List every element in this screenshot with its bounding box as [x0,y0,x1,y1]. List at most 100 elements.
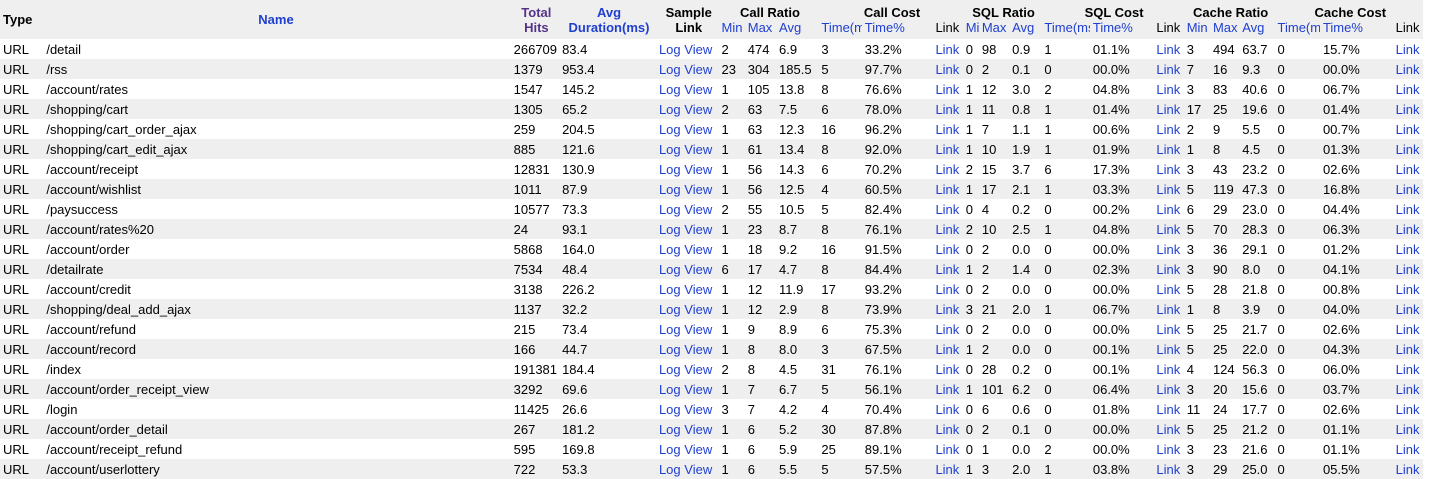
sql-detail-link[interactable]: Link [1156,81,1181,97]
cache-detail-link[interactable]: Link [1395,381,1420,397]
log-link[interactable]: Log [658,221,681,237]
col-total-hits-header[interactable]: Total Hits [510,0,560,39]
sql-detail-link[interactable]: Link [1156,141,1181,157]
cache-cost-time-header[interactable]: Time(ms) [1274,20,1320,39]
call-detail-link[interactable]: Link [935,261,960,277]
view-link[interactable]: View [684,221,713,237]
call-detail-link[interactable]: Link [935,441,960,457]
cache-detail-link[interactable]: Link [1395,221,1420,237]
sql-detail-link[interactable]: Link [1156,381,1181,397]
log-link[interactable]: Log [658,421,681,437]
log-link[interactable]: Log [658,381,681,397]
view-link[interactable]: View [684,141,713,157]
call-detail-link[interactable]: Link [935,401,960,417]
cache-ratio-max-header[interactable]: Max [1209,20,1240,39]
log-link[interactable]: Log [658,141,681,157]
view-link[interactable]: View [684,181,713,197]
cache-detail-link[interactable]: Link [1395,361,1420,377]
sql-detail-link[interactable]: Link [1156,61,1181,77]
call-ratio-max-header[interactable]: Max [744,20,777,39]
call-detail-link[interactable]: Link [935,321,960,337]
sql-detail-link[interactable]: Link [1156,361,1181,377]
view-link[interactable]: View [684,281,713,297]
col-name-header[interactable]: Name [38,0,511,39]
sql-detail-link[interactable]: Link [1156,441,1181,457]
cache-detail-link[interactable]: Link [1395,161,1420,177]
cache-detail-link[interactable]: Link [1395,41,1420,57]
cache-detail-link[interactable]: Link [1395,261,1420,277]
cache-cost-timepct-header[interactable]: Time% [1319,20,1393,39]
cache-detail-link[interactable]: Link [1395,461,1420,477]
sql-cost-time-header[interactable]: Time(ms) [1041,20,1090,39]
sql-detail-link[interactable]: Link [1156,281,1181,297]
log-link[interactable]: Log [658,101,681,117]
log-link[interactable]: Log [658,341,681,357]
call-cost-timepct-header[interactable]: Time% [861,20,933,39]
cache-detail-link[interactable]: Link [1395,101,1420,117]
view-link[interactable]: View [684,401,713,417]
call-detail-link[interactable]: Link [935,241,960,257]
sql-detail-link[interactable]: Link [1156,261,1181,277]
sql-detail-link[interactable]: Link [1156,181,1181,197]
log-link[interactable]: Log [658,41,681,57]
call-detail-link[interactable]: Link [935,461,960,477]
cache-detail-link[interactable]: Link [1395,421,1420,437]
call-detail-link[interactable]: Link [935,141,960,157]
log-link[interactable]: Log [658,81,681,97]
sql-detail-link[interactable]: Link [1156,121,1181,137]
call-detail-link[interactable]: Link [935,341,960,357]
log-link[interactable]: Log [658,181,681,197]
cache-detail-link[interactable]: Link [1395,241,1420,257]
sql-detail-link[interactable]: Link [1156,241,1181,257]
sql-detail-link[interactable]: Link [1156,461,1181,477]
sql-detail-link[interactable]: Link [1156,41,1181,57]
call-detail-link[interactable]: Link [935,201,960,217]
cache-ratio-min-header[interactable]: Min [1183,20,1210,39]
call-detail-link[interactable]: Link [935,61,960,77]
sql-ratio-max-header[interactable]: Max [978,20,1010,39]
view-link[interactable]: View [684,61,713,77]
log-link[interactable]: Log [658,61,681,77]
cache-ratio-avg-header[interactable]: Avg [1239,20,1275,39]
call-detail-link[interactable]: Link [935,221,960,237]
call-detail-link[interactable]: Link [935,381,960,397]
view-link[interactable]: View [684,121,713,137]
call-detail-link[interactable]: Link [935,81,960,97]
cache-detail-link[interactable]: Link [1395,341,1420,357]
view-link[interactable]: View [684,421,713,437]
call-detail-link[interactable]: Link [935,421,960,437]
view-link[interactable]: View [684,301,713,317]
call-detail-link[interactable]: Link [935,121,960,137]
sql-detail-link[interactable]: Link [1156,101,1181,117]
call-detail-link[interactable]: Link [935,281,960,297]
sql-ratio-min-header[interactable]: Min [962,20,979,39]
col-avg-duration-header[interactable]: Avg Duration(ms) [559,0,656,39]
view-link[interactable]: View [684,201,713,217]
cache-detail-link[interactable]: Link [1395,201,1420,217]
cache-detail-link[interactable]: Link [1395,321,1420,337]
log-link[interactable]: Log [658,281,681,297]
log-link[interactable]: Log [658,201,681,217]
view-link[interactable]: View [684,321,713,337]
log-link[interactable]: Log [658,301,681,317]
sql-detail-link[interactable]: Link [1156,321,1181,337]
sql-cost-timepct-header[interactable]: Time% [1089,20,1154,39]
log-link[interactable]: Log [658,441,681,457]
view-link[interactable]: View [684,41,713,57]
log-link[interactable]: Log [658,361,681,377]
cache-detail-link[interactable]: Link [1395,61,1420,77]
cache-detail-link[interactable]: Link [1395,141,1420,157]
cache-detail-link[interactable]: Link [1395,281,1420,297]
call-detail-link[interactable]: Link [935,361,960,377]
log-link[interactable]: Log [658,461,681,477]
view-link[interactable]: View [684,101,713,117]
call-cost-time-header[interactable]: Time(ms) [818,20,862,39]
log-link[interactable]: Log [658,241,681,257]
cache-detail-link[interactable]: Link [1395,401,1420,417]
call-detail-link[interactable]: Link [935,301,960,317]
view-link[interactable]: View [684,261,713,277]
cache-detail-link[interactable]: Link [1395,81,1420,97]
cache-detail-link[interactable]: Link [1395,441,1420,457]
log-link[interactable]: Log [658,401,681,417]
sql-detail-link[interactable]: Link [1156,161,1181,177]
